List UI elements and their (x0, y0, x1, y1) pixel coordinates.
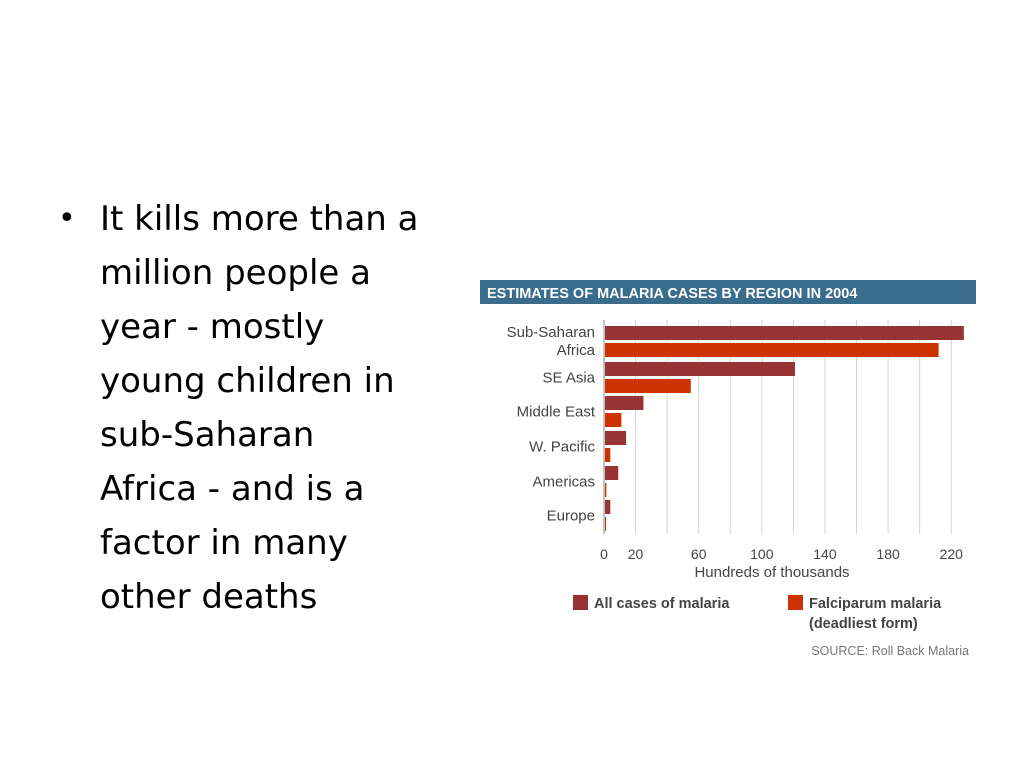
bullet-text-line-3: year - mostly (100, 307, 325, 347)
bar-0-2 (605, 396, 644, 410)
x-tick-label-5: 180 (876, 546, 900, 562)
category-label-1: SE Asia (542, 370, 595, 387)
bar-1-4 (605, 483, 607, 497)
legend-swatch-1 (788, 595, 803, 610)
bullet-list: • It kills more than a million people a … (58, 192, 458, 624)
bar-1-1 (605, 379, 691, 393)
bar-0-3 (605, 431, 627, 445)
bullet-text-line-7: factor in many (100, 523, 348, 563)
category-label-0-line-0: Sub-Saharan (507, 324, 595, 341)
legend-swatch-0 (573, 595, 588, 610)
bar-1-0 (605, 343, 939, 357)
bullet-text-line-2: million people a (100, 253, 371, 293)
category-label-4: Americas (532, 474, 595, 491)
x-tick-label-1: 20 (628, 546, 644, 562)
bullet-point-icon: • (58, 201, 76, 236)
bullet-text-line-1: It kills more than a (100, 199, 419, 239)
bar-0-0 (605, 326, 964, 340)
chart-title: ESTIMATES OF MALARIA CASES BY REGION IN … (487, 286, 857, 302)
x-tick-label-6: 220 (940, 546, 964, 562)
x-tick-label-4: 140 (813, 546, 837, 562)
legend-label-0: All cases of malaria (594, 596, 730, 612)
bullet-item: • It kills more than a million people a … (58, 192, 458, 624)
bar-0-5 (605, 500, 611, 514)
bullet-text-line-6: Africa - and is a (100, 469, 365, 509)
chart-canvas: ESTIMATES OF MALARIA CASES BY REGION IN … (480, 280, 976, 658)
bar-1-2 (605, 413, 622, 427)
bullet-text-line-8: other deaths (100, 577, 318, 617)
malaria-bar-chart: ESTIMATES OF MALARIA CASES BY REGION IN … (480, 280, 976, 665)
chart-source: SOURCE: Roll Back Malaria (811, 644, 969, 658)
x-tick-label-2: 60 (691, 546, 707, 562)
category-label-5: Europe (547, 508, 595, 525)
legend-label-1-line-1: (deadliest form) (809, 616, 918, 632)
x-tick-label-0: 0 (600, 546, 608, 562)
category-label-0-line-1: Africa (557, 342, 596, 359)
bar-0-4 (605, 466, 619, 480)
legend-label-1-line-0: Falciparum malaria (809, 596, 942, 612)
x-tick-label-3: 100 (750, 546, 774, 562)
bar-1-5 (605, 517, 606, 531)
bullet-text-line-5: sub-Saharan (100, 415, 315, 455)
x-axis-label: Hundreds of thousands (694, 564, 849, 581)
bar-1-3 (605, 448, 611, 462)
category-label-3: W. Pacific (529, 439, 595, 456)
category-label-2: Middle East (517, 404, 596, 421)
chart-title-band (480, 280, 976, 304)
bar-0-1 (605, 362, 795, 376)
bullet-text-line-4: young children in (100, 361, 395, 401)
